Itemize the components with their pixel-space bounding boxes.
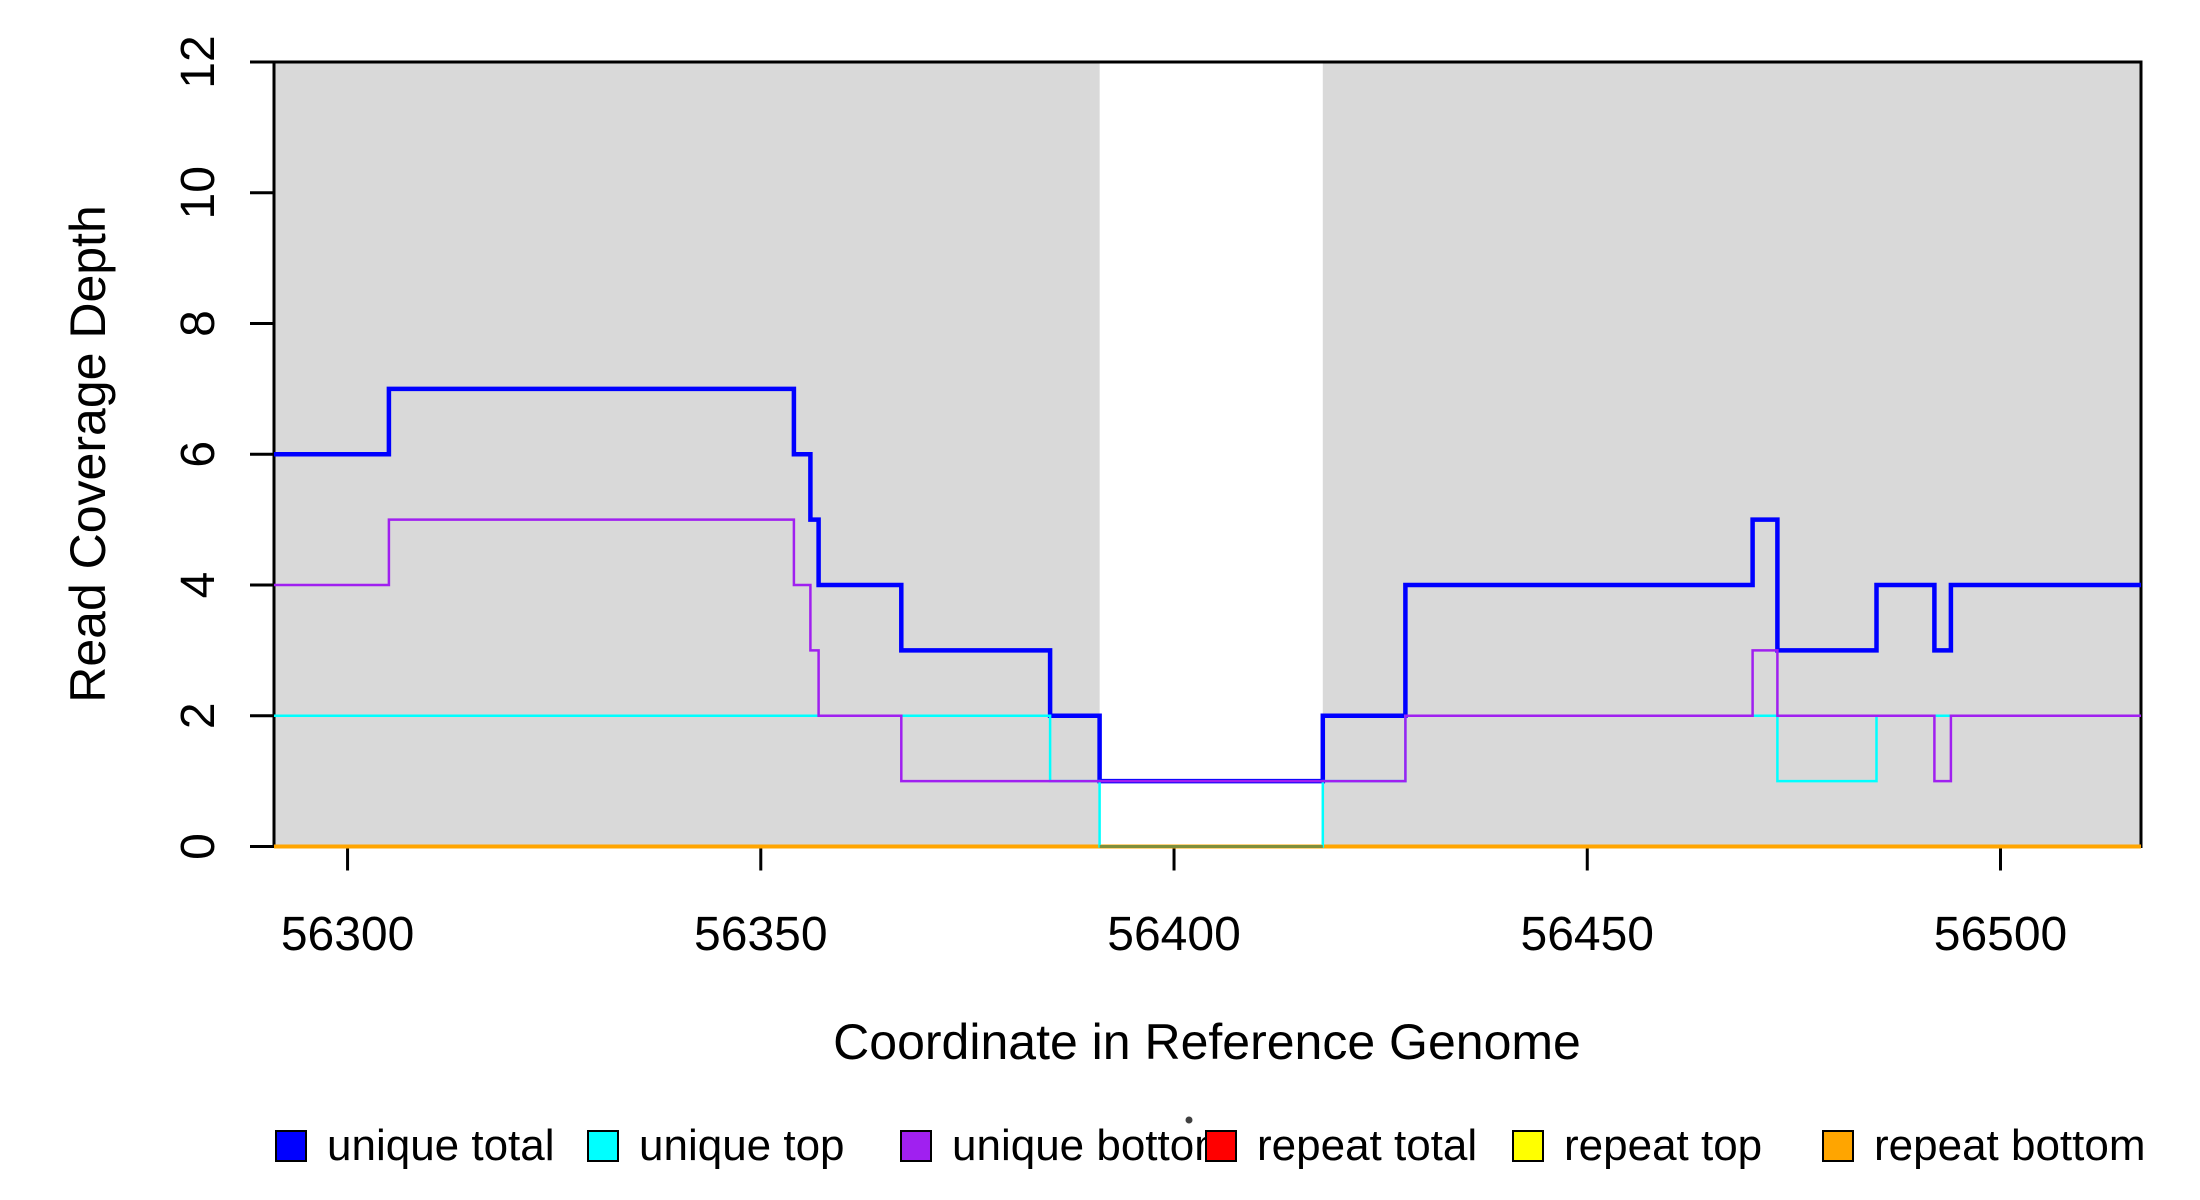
y-tick-label: 2 <box>172 702 225 729</box>
legend-item-unique-total: unique total <box>275 1121 555 1170</box>
x-tick-label: 56400 <box>1107 908 1240 961</box>
y-axis-title: Read Coverage Depth <box>60 205 116 703</box>
legend-swatch-unique-bottom <box>900 1130 932 1162</box>
legend-swatch-unique-top <box>587 1130 619 1162</box>
legend-item-repeat-top: repeat top <box>1512 1121 1763 1170</box>
y-tick-label: 8 <box>172 310 225 337</box>
legend-item-repeat-bottom: repeat bottom <box>1822 1121 2146 1170</box>
legend-label: unique total <box>327 1121 555 1170</box>
x-axis-title: Coordinate in Reference Genome <box>833 1014 1581 1070</box>
legend-label: unique bottom <box>952 1121 1231 1170</box>
y-tick-label: 10 <box>172 166 225 219</box>
legend-label: repeat top <box>1564 1121 1763 1170</box>
y-tick-label: 6 <box>172 441 225 468</box>
x-tick-label: 56350 <box>694 908 827 961</box>
shaded-region <box>1322 62 2141 847</box>
legend-swatch-repeat-top <box>1512 1130 1544 1162</box>
y-tick-label: 12 <box>172 35 225 88</box>
legend-label: repeat total <box>1257 1121 1478 1170</box>
stray-dot <box>1185 1116 1193 1124</box>
legend-item-unique-top: unique top <box>587 1121 845 1170</box>
x-tick-label: 56450 <box>1521 908 1654 961</box>
legend-item-unique-bottom: unique bottom <box>900 1121 1231 1170</box>
x-tick-label: 56300 <box>281 908 414 961</box>
legend-item-repeat-total: repeat total <box>1205 1121 1478 1170</box>
legend-swatch-repeat-bottom <box>1822 1130 1854 1162</box>
series-unique-bottom <box>274 518 2141 783</box>
shaded-region <box>274 62 1100 847</box>
y-tick-label: 4 <box>172 572 225 599</box>
x-tick-label: 56500 <box>1934 908 2067 961</box>
legend: unique total unique top unique bottom repea… <box>0 1121 2200 1174</box>
legend-label: repeat bottom <box>1874 1121 2146 1170</box>
y-tick-label: 0 <box>172 833 225 860</box>
legend-swatch-unique-total <box>275 1130 307 1162</box>
legend-label: unique top <box>639 1121 845 1170</box>
legend-swatch-repeat-total <box>1205 1130 1237 1162</box>
